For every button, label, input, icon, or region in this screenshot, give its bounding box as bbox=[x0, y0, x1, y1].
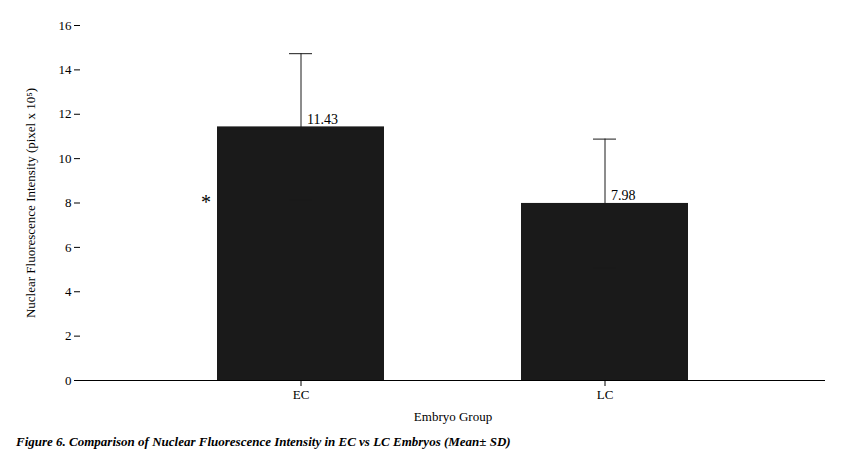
svg-text:10: 10 bbox=[59, 151, 72, 166]
svg-text:11.43: 11.43 bbox=[307, 112, 338, 127]
svg-text:7.98: 7.98 bbox=[611, 188, 636, 203]
html-text:Figure 6. Comparison of Nuclea: Figure 6. Comparison of Nuclear Fluoresc… bbox=[16, 434, 511, 449]
svg-text:4: 4 bbox=[65, 284, 72, 299]
svg-text:8: 8 bbox=[65, 195, 72, 210]
svg-text:Nuclear Fluorescence Intensity: Nuclear Fluorescence Intensity (pixel x … bbox=[23, 88, 38, 318]
svg-text:Embryo Group: Embryo Group bbox=[414, 409, 492, 424]
svg-text:*: * bbox=[201, 191, 211, 213]
svg-text:16: 16 bbox=[59, 18, 73, 33]
svg-text:LC: LC bbox=[597, 387, 614, 402]
svg-text:14: 14 bbox=[59, 62, 73, 77]
svg-text:2: 2 bbox=[65, 328, 72, 343]
svg-text:12: 12 bbox=[59, 106, 72, 121]
svg-text:6: 6 bbox=[65, 240, 72, 255]
svg-text:EC: EC bbox=[293, 387, 310, 402]
svg-text:0: 0 bbox=[65, 373, 72, 388]
